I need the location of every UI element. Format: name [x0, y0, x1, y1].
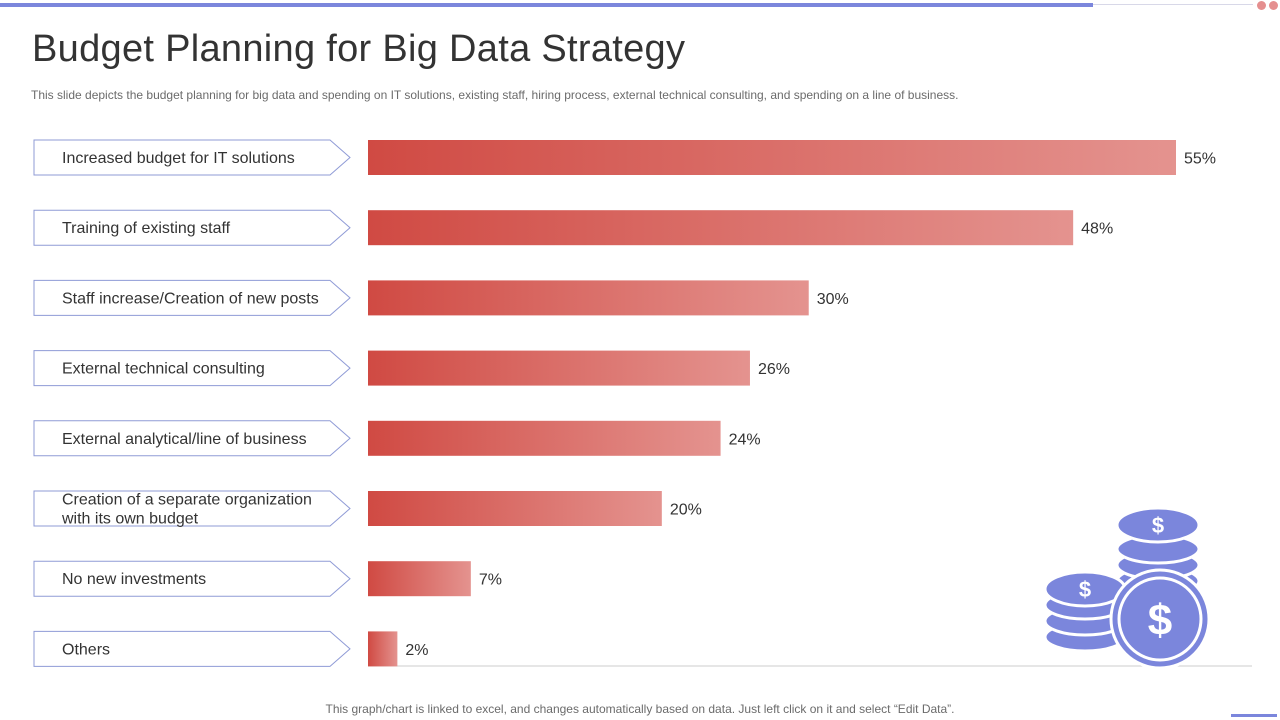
- bar-value-label: 26%: [758, 361, 790, 378]
- category-label: External analytical/line of business: [62, 431, 307, 448]
- category-label-box: [33, 420, 351, 457]
- bar-value-label: 24%: [729, 431, 761, 448]
- decor-dot-1: [1257, 1, 1266, 10]
- svg-text:$: $: [1152, 513, 1164, 538]
- bar-value-label: 2%: [405, 642, 428, 659]
- bottom-accent-bar: [1231, 714, 1277, 717]
- category-label: Creation of a separate organization with …: [61, 492, 312, 528]
- category-label: External technical consulting: [62, 361, 265, 378]
- bar-value-label: 20%: [670, 502, 702, 519]
- svg-text:$: $: [1148, 596, 1172, 645]
- category-label-box: [33, 209, 351, 246]
- bar[interactable]: [368, 280, 809, 316]
- category-label-box: [33, 350, 351, 387]
- bar-value-label: 48%: [1081, 221, 1113, 238]
- bar[interactable]: [368, 210, 1074, 246]
- bar[interactable]: [368, 491, 662, 526]
- bar-value-label: 55%: [1184, 151, 1216, 168]
- category-label: Staff increase/Creation of new posts: [62, 290, 319, 307]
- svg-text:$: $: [1079, 577, 1091, 602]
- bar[interactable]: [368, 561, 471, 597]
- category-label-box: [33, 490, 351, 527]
- category-label-box: [33, 560, 351, 597]
- page-title: Budget Planning for Big Data Strategy: [32, 28, 686, 70]
- decor-dot-2: [1269, 1, 1278, 10]
- top-divider-line: [1093, 4, 1253, 5]
- bar[interactable]: [368, 631, 398, 667]
- bar-value-label: 7%: [479, 572, 502, 589]
- category-label-box: [33, 630, 351, 667]
- dollar-coins-icon: $ $ $: [1043, 506, 1210, 668]
- bar[interactable]: [368, 140, 1176, 175]
- bar[interactable]: [368, 350, 750, 386]
- category-label: No new investments: [62, 571, 206, 588]
- bar-value-label: 30%: [817, 291, 849, 308]
- page-subtitle: This slide depicts the budget planning f…: [31, 88, 959, 102]
- category-label-box: [33, 139, 351, 176]
- category-label-box: [33, 279, 351, 316]
- category-label: Increased budget for IT solutions: [62, 150, 295, 167]
- category-label: Training of existing staff: [62, 220, 231, 237]
- footer-note: This graph/chart is linked to excel, and…: [325, 702, 955, 716]
- bar[interactable]: [368, 420, 721, 456]
- top-accent-bar: [0, 3, 1093, 7]
- category-label: Others: [62, 641, 110, 658]
